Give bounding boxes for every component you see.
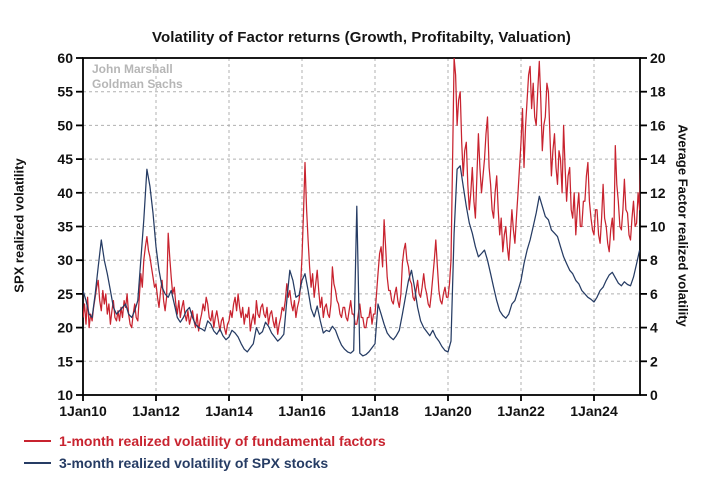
right-axis-tick-label: 2 — [650, 353, 658, 369]
left-axis-title: SPX realized volatility — [11, 158, 27, 293]
navy-line-icon — [24, 462, 51, 464]
x-axis-tick-label: 1Jan20 — [424, 403, 472, 419]
x-axis-tick-label: 1Jan18 — [351, 403, 399, 419]
right-axis-tick-label: 0 — [650, 387, 658, 403]
x-axis-tick-label: 1Jan10 — [59, 403, 107, 419]
right-axis-tick-label: 18 — [650, 84, 666, 100]
right-axis-tick-label: 12 — [650, 185, 666, 201]
legend-label-spx: 3-month realized volatility of SPX stock… — [59, 455, 329, 471]
legend-item-spx: 3-month realized volatility of SPX stock… — [24, 452, 386, 474]
chart-title: Volatility of Factor returns (Growth, Pr… — [151, 29, 571, 46]
right-axis-tick-label: 20 — [650, 50, 666, 66]
watermark: John Marshall Goldman Sachs — [92, 62, 183, 92]
x-axis-tick-label: 1Jan24 — [570, 403, 618, 419]
right-axis-tick-label: 8 — [650, 252, 658, 268]
left-axis-tick-label: 30 — [57, 252, 73, 268]
right-axis-tick-label: 4 — [650, 320, 658, 336]
x-axis-tick-label: 1Jan14 — [205, 403, 253, 419]
left-axis-tick-label: 50 — [57, 117, 73, 133]
left-axis-tick-label: 40 — [57, 185, 73, 201]
right-axis-tick-label: 14 — [650, 151, 666, 167]
left-axis-tick-label: 15 — [57, 353, 73, 369]
series-line-factor-vol — [83, 58, 640, 335]
right-axis-tick-label: 16 — [650, 117, 666, 133]
left-axis-tick-label: 45 — [57, 151, 73, 167]
right-axis-title: Average Factor realized volatility — [675, 124, 691, 327]
watermark-line-1: John Marshall — [92, 62, 173, 76]
left-axis-tick-label: 55 — [57, 84, 73, 100]
x-axis-tick-label: 1Jan16 — [278, 403, 326, 419]
left-axis-tick-label: 35 — [57, 219, 73, 235]
legend: 1-month realized volatility of fundament… — [24, 430, 386, 474]
right-axis-tick-label: 10 — [650, 219, 666, 235]
right-axis-tick-label: 6 — [650, 286, 658, 302]
x-axis-tick-label: 1Jan12 — [132, 403, 180, 419]
left-axis-tick-label: 25 — [57, 286, 73, 302]
red-line-icon — [24, 440, 51, 442]
legend-item-factors: 1-month realized volatility of fundament… — [24, 430, 386, 452]
left-axis-tick-label: 20 — [57, 320, 73, 336]
watermark-line-2: Goldman Sachs — [92, 77, 183, 91]
legend-label-factors: 1-month realized volatility of fundament… — [59, 433, 386, 449]
series-line-spx-vol — [83, 165, 640, 357]
left-axis-tick-label: 60 — [57, 50, 73, 66]
x-axis-tick-label: 1Jan22 — [497, 403, 545, 419]
left-axis-tick-label: 10 — [57, 387, 73, 403]
